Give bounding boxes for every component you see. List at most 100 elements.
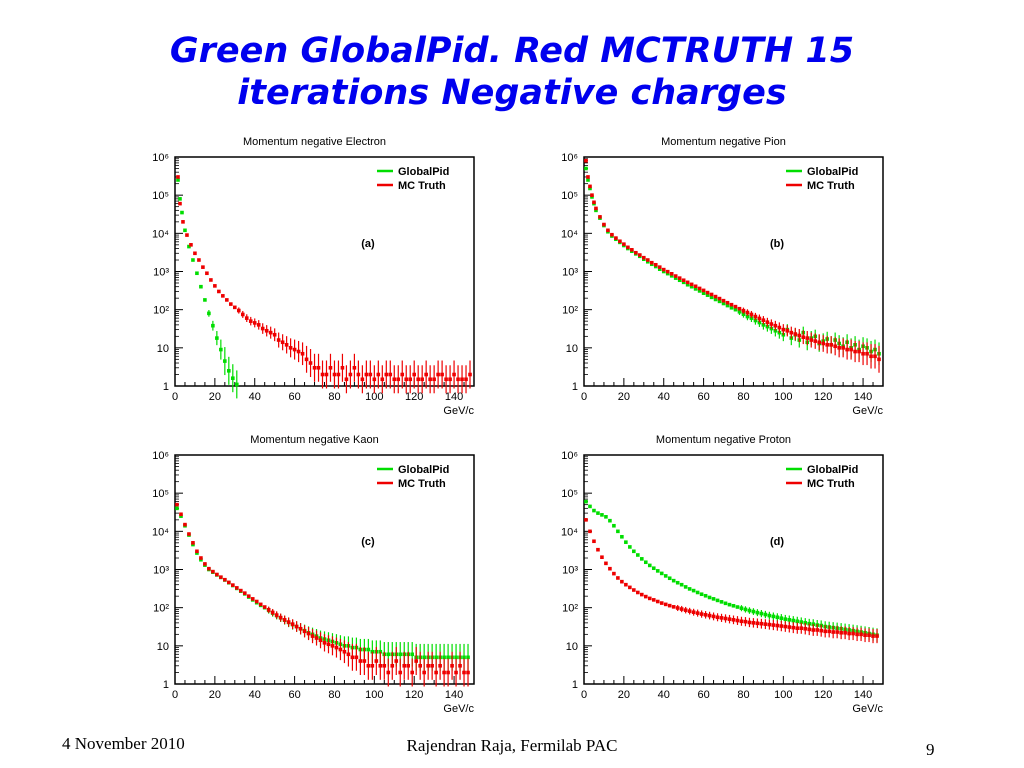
data-point [458, 663, 462, 668]
data-point [821, 341, 825, 346]
data-point [729, 305, 734, 310]
y-tick-label: 10⁵ [561, 190, 578, 202]
data-point [775, 615, 780, 620]
data-point [755, 621, 760, 626]
chart-title: Momentum negative Electron [243, 136, 386, 148]
data-point [803, 626, 808, 631]
data-point [416, 377, 420, 382]
data-point [276, 338, 281, 342]
x-tick-label: 120 [814, 391, 832, 403]
data-point [370, 649, 375, 654]
slide-title: Green GlobalPid. Red MCTRUTH 15 iteratio… [0, 30, 1024, 114]
data-point [655, 569, 660, 573]
series-globalpid [175, 506, 470, 671]
legend-label: MC Truth [807, 180, 855, 192]
data-point [711, 614, 716, 619]
data-point [217, 289, 221, 294]
x-tick-label: 60 [288, 391, 300, 403]
data-point [630, 248, 634, 252]
chart-title: Momentum negative Kaon [250, 434, 378, 446]
data-point [616, 576, 620, 580]
panel-label: (b) [770, 238, 784, 250]
data-point [422, 670, 426, 675]
data-point [837, 346, 841, 350]
data-point [227, 580, 231, 585]
data-point [592, 539, 596, 544]
data-point [444, 377, 448, 382]
data-point [703, 593, 708, 598]
data-point [721, 301, 726, 306]
data-point [256, 323, 261, 327]
y-tick-label: 1 [163, 381, 169, 393]
data-point [386, 652, 391, 657]
x-tick-label: 120 [405, 689, 423, 701]
data-point [302, 629, 307, 634]
data-point [250, 597, 255, 601]
panel-label: (c) [361, 536, 375, 548]
data-point [640, 557, 644, 561]
data-point [592, 508, 596, 513]
data-point [446, 655, 450, 660]
data-point [584, 166, 588, 171]
data-point [608, 518, 612, 523]
data-point [747, 608, 752, 613]
data-point [270, 610, 275, 615]
data-point [811, 628, 816, 632]
data-point [763, 612, 768, 617]
data-point [865, 351, 869, 356]
data-point [306, 631, 311, 636]
data-point [771, 623, 776, 627]
y-tick-label: 10⁶ [561, 450, 578, 462]
data-point [344, 377, 349, 382]
data-point [358, 659, 363, 663]
data-point [711, 597, 716, 601]
data-point [201, 265, 205, 269]
data-point [608, 566, 612, 571]
data-point [642, 255, 646, 260]
data-point [687, 587, 692, 591]
data-point [681, 278, 686, 283]
data-point [775, 623, 780, 628]
data-point [697, 289, 702, 293]
x-axis-label: GeV/c [852, 405, 883, 417]
data-point [225, 298, 229, 302]
data-point [422, 655, 426, 660]
data-point [314, 636, 319, 640]
data-point [340, 365, 345, 370]
data-point [707, 613, 712, 618]
data-point [406, 663, 411, 668]
data-point [789, 330, 794, 335]
data-point [195, 549, 199, 554]
data-point [669, 272, 674, 276]
x-tick-label: 20 [618, 391, 630, 403]
legend-label: MC Truth [807, 478, 855, 490]
y-tick-label: 10² [153, 603, 169, 615]
data-point [823, 629, 827, 634]
data-point [176, 175, 180, 179]
data-point [813, 339, 818, 343]
data-point [602, 222, 606, 227]
data-point [412, 372, 416, 377]
data-point [584, 499, 588, 504]
data-point [647, 596, 652, 601]
x-axis-label: GeV/c [852, 703, 883, 715]
data-point [221, 294, 225, 298]
x-tick-label: 120 [405, 391, 423, 403]
data-point [211, 569, 215, 574]
y-tick-label: 10⁴ [152, 228, 169, 240]
data-point [446, 670, 450, 675]
x-tick-label: 140 [445, 689, 463, 701]
y-tick-label: 10² [562, 603, 578, 615]
data-point [456, 377, 460, 382]
data-point [723, 616, 728, 621]
data-point [667, 576, 672, 581]
data-point [376, 372, 381, 377]
series-globalpid [584, 166, 881, 366]
data-point [833, 344, 837, 349]
data-point [745, 310, 750, 315]
data-point [272, 332, 277, 337]
data-point [324, 372, 329, 377]
data-point [779, 624, 784, 628]
data-point [699, 612, 704, 616]
chart-panel-a: Momentum negative Electron 0 20 40 60 80 100 12… [152, 136, 475, 417]
